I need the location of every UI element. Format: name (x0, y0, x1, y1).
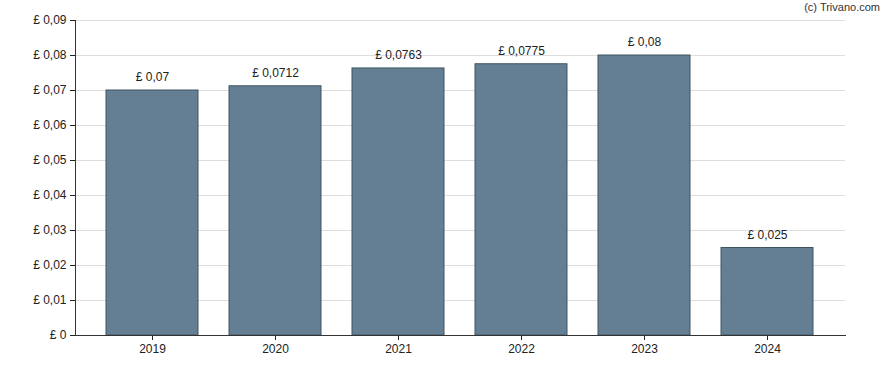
svg-text:2021: 2021 (385, 342, 412, 356)
svg-text:£ 0,08: £ 0,08 (628, 35, 662, 49)
svg-text:£ 0,08: £ 0,08 (33, 48, 67, 62)
svg-text:£ 0,09: £ 0,09 (33, 13, 67, 27)
svg-text:£ 0,04: £ 0,04 (33, 188, 67, 202)
svg-text:2023: 2023 (631, 342, 658, 356)
svg-text:£ 0,0775: £ 0,0775 (498, 44, 545, 58)
svg-text:£ 0,07: £ 0,07 (33, 83, 67, 97)
svg-text:£ 0,01: £ 0,01 (33, 293, 67, 307)
svg-text:£ 0,03: £ 0,03 (33, 223, 67, 237)
svg-text:2020: 2020 (262, 342, 289, 356)
svg-text:£ 0,0712: £ 0,0712 (252, 66, 299, 80)
svg-text:2019: 2019 (139, 342, 166, 356)
svg-text:2024: 2024 (754, 342, 781, 356)
svg-text:£ 0,025: £ 0,025 (747, 228, 787, 242)
svg-text:£ 0,02: £ 0,02 (33, 258, 67, 272)
svg-text:2022: 2022 (508, 342, 535, 356)
svg-text:£ 0,06: £ 0,06 (33, 118, 67, 132)
svg-text:£ 0,07: £ 0,07 (136, 70, 170, 84)
html-text:(c) Trivano.com: (c) Trivano.com (804, 1, 880, 13)
svg-text:£ 0,0763: £ 0,0763 (375, 48, 422, 62)
svg-text:£ 0,05: £ 0,05 (33, 153, 67, 167)
svg-text:£ 0: £ 0 (50, 328, 67, 342)
